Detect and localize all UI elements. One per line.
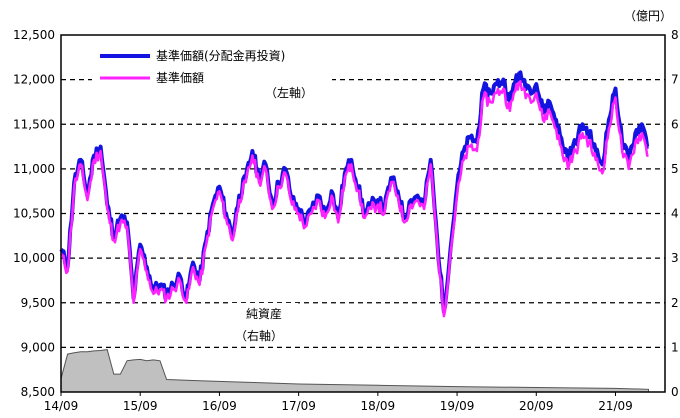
y-left-tick-label: 9,000 bbox=[21, 340, 55, 354]
x-tick-label: 16/09 bbox=[202, 399, 237, 413]
area-label-background bbox=[232, 303, 298, 345]
x-tick-label: 18/09 bbox=[361, 399, 396, 413]
y-right-tick-label: 4 bbox=[671, 207, 679, 221]
area-label: 純資産 bbox=[246, 306, 282, 321]
y-axis-right: 0 1 2 3 4 5 6 7 8 bbox=[671, 28, 679, 399]
x-tick-label: 21/09 bbox=[598, 399, 633, 413]
legend: 基準価額(分配金再投資) 基準価額 bbox=[92, 42, 332, 88]
y-left-tick-label: 12,500 bbox=[13, 28, 55, 42]
y-right-tick-label: 3 bbox=[671, 251, 679, 265]
right-axis-note: （右軸） bbox=[235, 328, 283, 343]
x-tick-label: 17/09 bbox=[281, 399, 316, 413]
units-label: （億円） bbox=[624, 9, 672, 23]
y-left-tick-label: 10,500 bbox=[13, 207, 55, 221]
x-tick-label: 19/09 bbox=[440, 399, 475, 413]
series-line-nav bbox=[60, 80, 649, 318]
y-right-tick-label: 6 bbox=[671, 117, 679, 131]
x-axis: 14/09 15/09 16/09 17/09 18/09 19/09 20/09 21/09 bbox=[44, 392, 633, 413]
y-left-tick-label: 9,500 bbox=[21, 296, 55, 310]
y-right-tick-label: 7 bbox=[671, 73, 679, 87]
legend-background bbox=[92, 42, 332, 88]
y-right-tick-label: 2 bbox=[671, 296, 679, 310]
net-assets-area bbox=[60, 349, 649, 393]
net-assets-series bbox=[60, 349, 649, 393]
x-tick-label: 20/09 bbox=[519, 399, 554, 413]
y-left-tick-label: 10,000 bbox=[13, 251, 55, 265]
y-left-tick-label: 11,000 bbox=[13, 162, 55, 176]
y-right-tick-label: 5 bbox=[671, 162, 679, 176]
series-lines bbox=[59, 70, 650, 318]
y-left-tick-label: 8,500 bbox=[21, 385, 55, 399]
x-tick-label: 14/09 bbox=[44, 399, 79, 413]
y-axis-left: 8,500 9,000 9,500 10,000 10,500 11,000 11,500 1… bbox=[13, 28, 55, 399]
legend-label-nav: 基準価額 bbox=[156, 70, 204, 85]
y-left-tick-label: 11,500 bbox=[13, 117, 55, 131]
left-axis-note-background bbox=[262, 84, 328, 102]
y-left-tick-label: 12,000 bbox=[13, 73, 55, 87]
y-right-tick-label: 8 bbox=[671, 28, 679, 42]
y-right-tick-label: 1 bbox=[671, 340, 679, 354]
left-axis-note: （左軸） bbox=[265, 85, 313, 100]
y-right-tick-label: 0 bbox=[671, 385, 679, 399]
plot-frame bbox=[60, 34, 666, 393]
legend-label-reinvested: 基準価額(分配金再投資) bbox=[156, 48, 285, 63]
x-tick-label: 15/09 bbox=[123, 399, 158, 413]
series-line-reinvested bbox=[59, 70, 650, 314]
